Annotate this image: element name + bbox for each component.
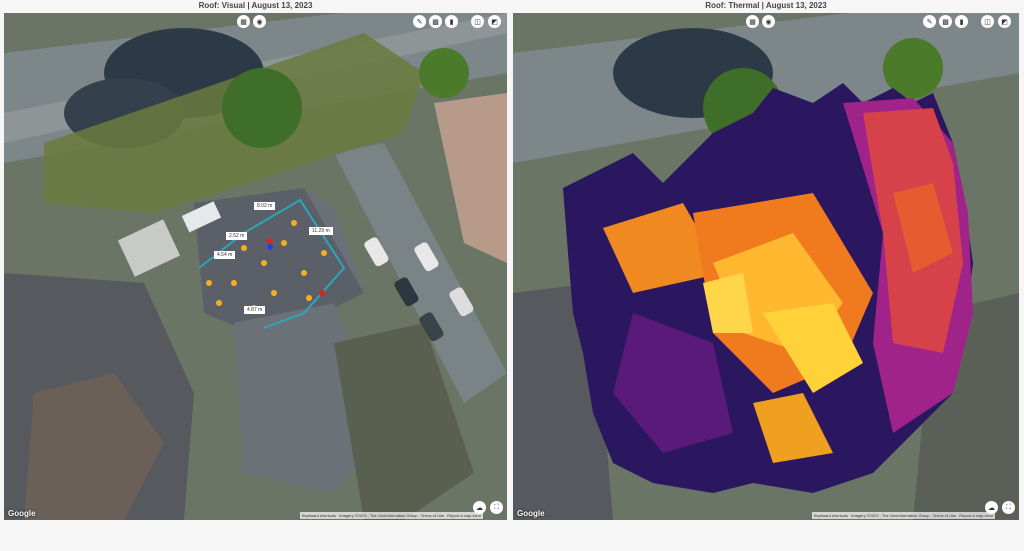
visual-panel-title: Roof: Visual | August 13, 2023 — [198, 1, 313, 10]
report-error-link[interactable]: Report a map error — [959, 513, 993, 518]
layout-compare-icon[interactable]: ▦ — [237, 15, 250, 28]
pencil-icon[interactable]: ✎ — [923, 15, 936, 28]
keyboard-shortcuts-link[interactable]: Keyboard shortcuts — [813, 513, 849, 518]
fullscreen-icon[interactable]: ⛶ — [1002, 501, 1015, 514]
terms-link[interactable]: Terms of Use — [420, 513, 445, 518]
camera-icon[interactable]: ◉ — [762, 15, 775, 28]
grid-icon[interactable]: ▩ — [429, 15, 442, 28]
split-view-icon[interactable]: ◫ — [981, 15, 994, 28]
terms-link[interactable]: Terms of Use — [932, 513, 957, 518]
report-error-link[interactable]: Report a map error — [447, 513, 481, 518]
thermal-map[interactable]: ▦ ◉ ✎ ▩ ▮ ◫ ◩ ☁ ⛶ Google Keyboard shortc… — [513, 13, 1019, 520]
imagery-credit: Imagery ©2023 , The GeoInformation Group — [339, 513, 418, 518]
thermal-imagery — [513, 13, 1019, 520]
trash-icon[interactable]: ▮ — [445, 15, 458, 28]
measurement-label: 11.29 m — [309, 227, 333, 235]
camera-icon[interactable]: ◉ — [253, 15, 266, 28]
visual-map[interactable]: 8.02 m 2.52 m 11.29 m 4.54 m 4.87 m ▦ ◉ … — [4, 13, 507, 520]
split-view-icon[interactable]: ◫ — [471, 15, 484, 28]
map-attribution: Keyboard shortcuts Imagery ©2023 , The G… — [299, 512, 483, 519]
layout-compare-icon[interactable]: ▦ — [746, 15, 759, 28]
screenshot-icon[interactable]: ◩ — [998, 15, 1011, 28]
cloud-upload-icon[interactable]: ☁ — [985, 501, 998, 514]
measurement-label: 4.87 m — [244, 306, 266, 314]
cloud-upload-icon[interactable]: ☁ — [473, 501, 486, 514]
google-logo: Google — [8, 509, 36, 518]
measurement-label: 2.52 m — [226, 232, 248, 240]
pencil-icon[interactable]: ✎ — [413, 15, 426, 28]
fullscreen-icon[interactable]: ⛶ — [490, 501, 503, 514]
grid-icon[interactable]: ▩ — [939, 15, 952, 28]
map-attribution: Keyboard shortcuts Imagery ©2023 , The G… — [811, 512, 995, 519]
keyboard-shortcuts-link[interactable]: Keyboard shortcuts — [301, 513, 337, 518]
imagery-credit: Imagery ©2023 , The GeoInformation Group — [851, 513, 930, 518]
aerial-imagery — [4, 13, 507, 520]
measurement-label: 4.54 m — [214, 251, 236, 259]
screenshot-icon[interactable]: ◩ — [488, 15, 501, 28]
thermal-panel-title: Roof: Thermal | August 13, 2023 — [705, 1, 827, 10]
measurement-label: 8.02 m — [254, 202, 276, 210]
trash-icon[interactable]: ▮ — [955, 15, 968, 28]
google-logo: Google — [517, 509, 545, 518]
